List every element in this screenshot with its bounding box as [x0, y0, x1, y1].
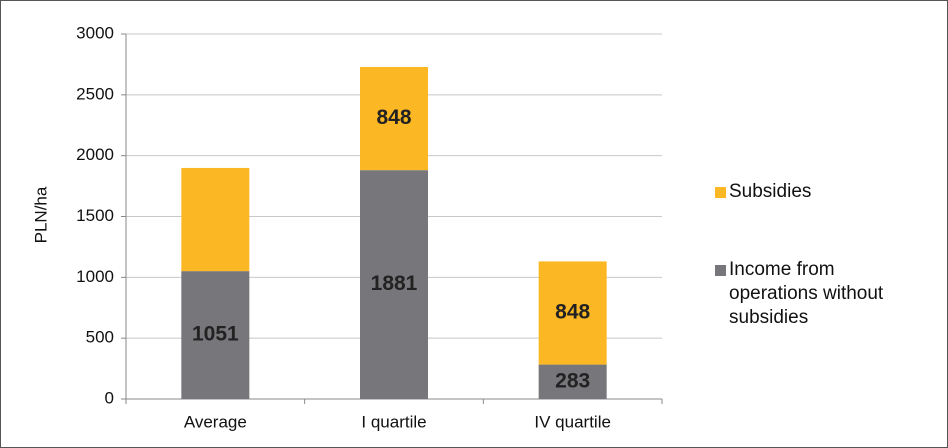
y-tick-label: 2000 [76, 145, 114, 164]
x-tick-label: Average [184, 412, 247, 431]
bar-segment [181, 167, 250, 272]
bar-segment [538, 364, 607, 399]
y-tick-label: 3000 [76, 23, 114, 42]
x-tick-label: I quartile [361, 412, 426, 431]
legend-label: Income from operations without subsidies [729, 259, 884, 328]
data-label: 1051 [192, 323, 239, 346]
bar-segment [360, 170, 428, 399]
data-label: 283 [555, 369, 590, 392]
data-label: 1881 [371, 272, 418, 295]
x-tick-label: IV quartile [534, 412, 611, 431]
legend-swatch [715, 187, 726, 198]
y-tick-label: 500 [86, 328, 114, 347]
y-tick-label: 1500 [76, 206, 114, 225]
y-tick-label: 0 [105, 388, 114, 407]
bar-segment [360, 66, 428, 171]
y-tick-label: 2500 [76, 84, 114, 103]
data-label: 848 [555, 301, 590, 324]
bar-segment [538, 261, 607, 365]
y-axis-title: PLN/ha [31, 186, 50, 243]
y-tick-label: 1000 [76, 267, 114, 286]
bar-segment [181, 271, 250, 399]
data-label: 848 [376, 106, 411, 129]
legend-label: Subsidies [729, 181, 812, 202]
legend-swatch [715, 265, 726, 276]
